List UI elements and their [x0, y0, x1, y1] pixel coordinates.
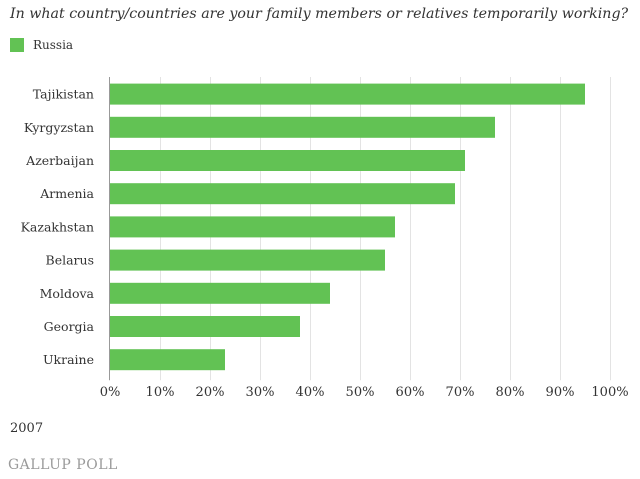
x-tick-label-70: 70%: [446, 385, 475, 400]
bar-armenia: [110, 183, 455, 205]
category-label-kyrgyzstan: Kyrgyzstan: [24, 120, 94, 135]
bar-georgia: [110, 316, 300, 337]
x-tick-label-30: 30%: [246, 385, 275, 400]
legend-swatch-russia: [10, 38, 24, 52]
legend-label-russia: Russia: [33, 38, 74, 52]
category-label-azerbaijan: Azerbaijan: [25, 153, 94, 168]
bar-azerbaijan: [110, 150, 465, 171]
x-tick-label-50: 50%: [346, 385, 375, 400]
bar-kazakhstan: [110, 216, 395, 238]
x-tick-label-20: 20%: [196, 385, 225, 400]
category-label-georgia: Georgia: [44, 319, 95, 334]
x-tick-label-100: 100%: [591, 385, 628, 400]
category-label-kazakhstan: Kazakhstan: [21, 219, 94, 234]
category-label-ukraine: Ukraine: [43, 352, 94, 367]
category-label-tajikistan: Tajikistan: [33, 87, 94, 102]
x-tick-label-80: 80%: [496, 385, 525, 400]
bar-belarus: [110, 249, 385, 271]
x-tick-label-10: 10%: [146, 385, 175, 400]
category-label-moldova: Moldova: [40, 286, 95, 301]
gallup-poll-logo: GALLUP POLL: [8, 457, 118, 473]
legend: Russia: [10, 38, 73, 52]
bar-kyrgyzstan: [110, 116, 495, 138]
bar-moldova: [110, 282, 330, 304]
bar-ukraine: [110, 349, 225, 371]
x-tick-label-60: 60%: [396, 385, 425, 400]
bar-tajikistan: [110, 83, 585, 105]
chart-title: In what country/countries are your famil…: [10, 6, 629, 22]
year-label: 2007: [10, 421, 44, 436]
category-label-armenia: Armenia: [39, 186, 94, 201]
category-label-belarus: Belarus: [46, 253, 94, 268]
x-tick-label-0: 0%: [100, 385, 121, 400]
x-tick-label-40: 40%: [296, 385, 325, 400]
x-tick-label-90: 90%: [546, 385, 575, 400]
